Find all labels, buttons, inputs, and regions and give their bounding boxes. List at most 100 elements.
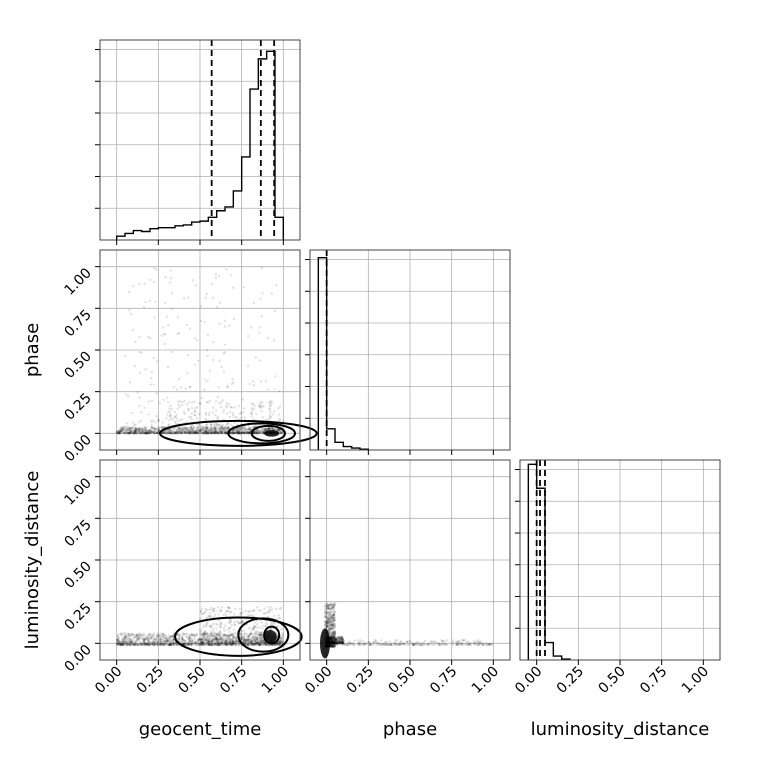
scatter-point (140, 427, 143, 431)
scatter-point (206, 614, 210, 618)
scatter-point (276, 428, 280, 431)
scatter-point (152, 356, 155, 360)
scatter-point (206, 354, 209, 358)
scatter-point (277, 614, 280, 617)
scatter-point (223, 319, 227, 322)
scatter-point (451, 639, 455, 642)
scatter-point (234, 639, 238, 642)
scatter-point (133, 432, 136, 435)
scatter-point (176, 419, 179, 422)
scatter-point (135, 431, 138, 435)
scatter-point (158, 426, 161, 429)
scatter-point (231, 429, 235, 433)
scatter-point (279, 432, 282, 435)
scatter-point (188, 429, 191, 433)
scatter-point (258, 626, 262, 629)
scatter-point (115, 430, 119, 434)
scatter-point (227, 626, 231, 630)
scatter-point (238, 429, 242, 432)
scatter-point (235, 430, 238, 434)
scatter-point (185, 428, 189, 431)
scatter-point (225, 429, 228, 433)
scatter-point (122, 425, 126, 428)
scatter-point (218, 429, 222, 433)
scatter-point (280, 431, 283, 434)
scatter-point (136, 391, 139, 394)
scatter-point (329, 610, 332, 613)
scatter-point (379, 639, 383, 642)
scatter-point (146, 431, 149, 435)
scatter-point (191, 429, 194, 432)
scatter-point (160, 334, 164, 337)
scatter-point (173, 420, 177, 423)
scatter-point (230, 382, 234, 386)
scatter-point (218, 301, 221, 304)
scatter-point (220, 425, 223, 429)
scatter-point (162, 431, 165, 434)
scatter-point (260, 427, 264, 430)
scatter-point (212, 428, 216, 431)
scatter-point (138, 283, 141, 286)
scatter-point (223, 426, 226, 429)
scatter-point (252, 384, 255, 387)
scatter-point (161, 425, 164, 429)
scatter-point (159, 642, 162, 645)
scatter-point (145, 429, 149, 433)
scatter-point (152, 383, 156, 386)
scatter-point (151, 641, 155, 644)
scatter-point (232, 628, 235, 632)
x-tick-label-1: 0.25 (554, 664, 587, 697)
scatter-point (200, 428, 204, 432)
scatter-point (204, 607, 208, 611)
scatter-point (142, 430, 145, 434)
scatter-point (126, 641, 129, 644)
scatter-point (151, 427, 155, 430)
scatter-point (200, 641, 204, 644)
scatter-point (140, 411, 143, 414)
scatter-point (165, 315, 169, 318)
scatter-point (342, 641, 345, 644)
scatter-point (178, 426, 181, 430)
scatter-point (234, 432, 238, 435)
scatter-point (144, 430, 148, 434)
scatter-point (194, 431, 197, 435)
scatter-point (273, 339, 276, 342)
scatter-point (226, 425, 230, 428)
scatter-point (222, 614, 225, 617)
scatter-point (232, 431, 235, 434)
scatter-point (199, 430, 203, 434)
scatter-point (183, 412, 186, 415)
scatter-point (208, 636, 212, 640)
scatter-point (331, 622, 335, 625)
scatter-point (170, 292, 174, 295)
y-tick-label-3: 0.75 (61, 517, 94, 550)
scatter-point (235, 430, 238, 433)
density-core (320, 628, 330, 659)
scatter-point (175, 432, 178, 435)
scatter-point (240, 432, 243, 435)
x-tick-label-1: 0.25 (344, 664, 377, 697)
scatter-point (176, 407, 179, 411)
scatter-point (222, 635, 225, 639)
scatter-point (172, 432, 176, 435)
scatter-point (276, 427, 279, 431)
scatter-point (363, 642, 367, 646)
scatter-point (208, 411, 211, 414)
scatter-point (153, 316, 156, 319)
scatter-point (210, 431, 214, 435)
scatter-point (128, 634, 132, 637)
scatter-point (212, 622, 215, 626)
scatter-point (129, 429, 132, 433)
scatter-point (229, 640, 232, 643)
scatter-point (166, 431, 170, 435)
scatter-point (248, 427, 252, 431)
scatter-point (161, 326, 165, 329)
scatter-point (185, 430, 188, 434)
scatter-point (204, 429, 207, 432)
scatter-point (224, 432, 227, 435)
scatter-point (177, 638, 180, 641)
scatter-point (180, 400, 184, 404)
scatter-point (233, 428, 237, 431)
scatter-point (324, 623, 327, 626)
y-tick-label-3: 0.75 (61, 307, 94, 340)
